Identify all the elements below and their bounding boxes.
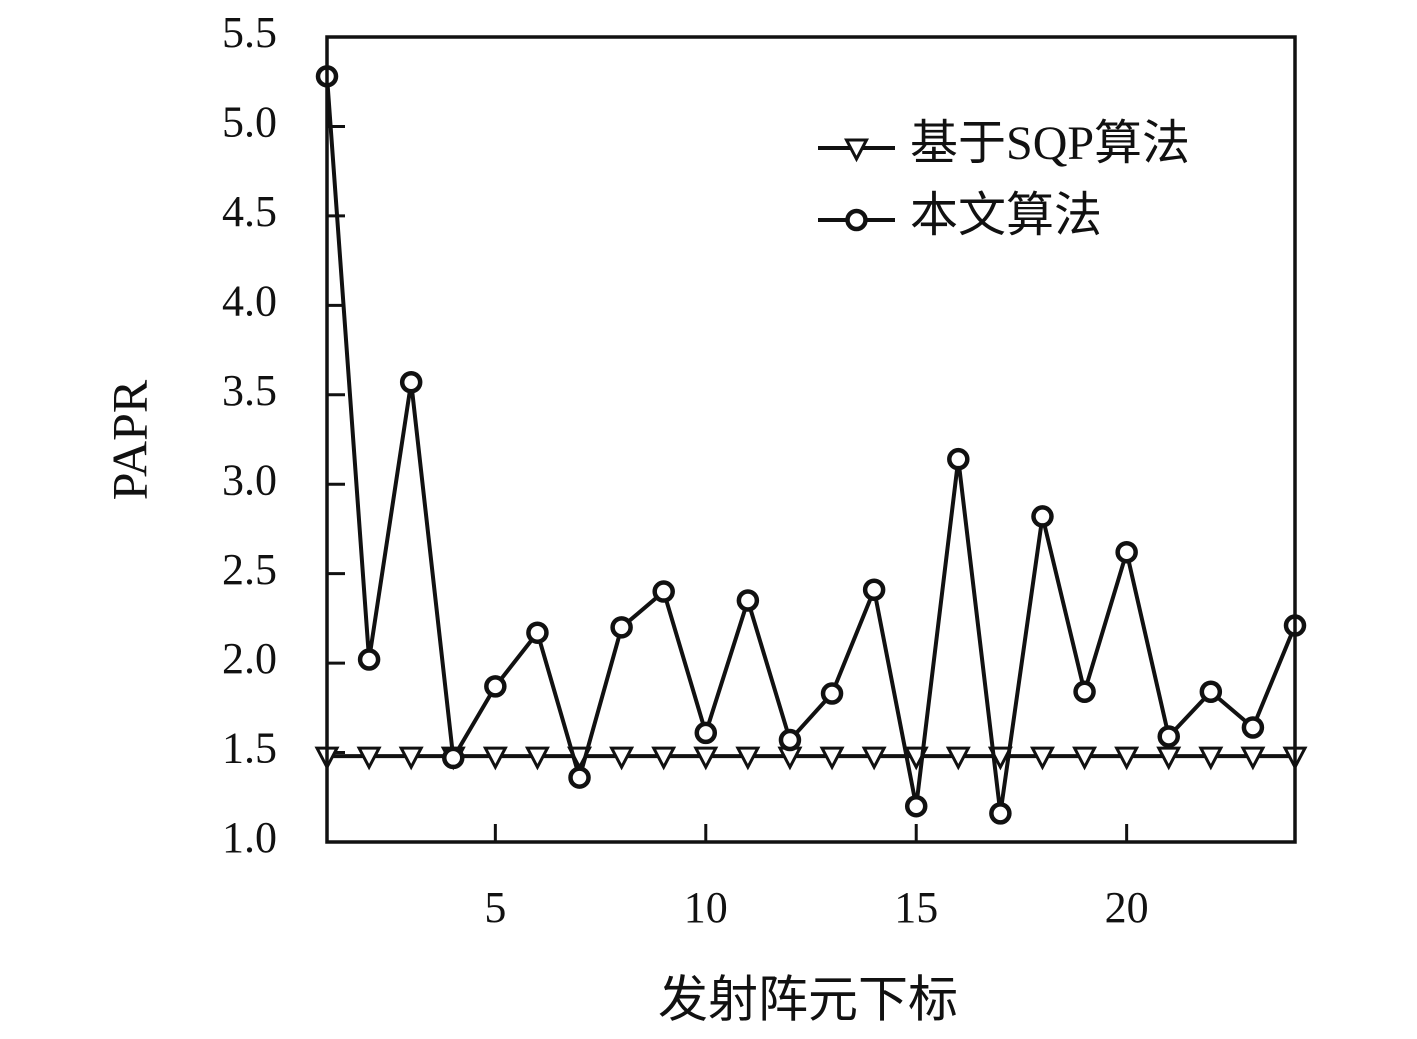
- data-point: [399, 371, 423, 394]
- data-point: [398, 746, 424, 771]
- data-point: [819, 746, 845, 771]
- data-point: [524, 746, 550, 771]
- x-axis-label: 发射阵元下标: [658, 971, 958, 1027]
- x-tick-label: 15: [894, 883, 938, 932]
- data-point: [693, 746, 719, 771]
- data-point: [651, 746, 677, 771]
- data-point: [1031, 505, 1054, 528]
- data-point: [652, 580, 675, 603]
- legend-label: 本文算法: [910, 189, 1102, 242]
- legend-marker: [844, 138, 869, 163]
- data-point: [1072, 746, 1098, 771]
- data-point: [945, 746, 971, 771]
- data-point: [1114, 746, 1140, 771]
- data-point: [1156, 746, 1182, 771]
- data-point: [694, 721, 718, 745]
- x-tick-label: 10: [684, 883, 728, 932]
- x-tick-label: 20: [1105, 883, 1149, 932]
- data-point: [1073, 680, 1096, 703]
- data-point: [862, 578, 886, 602]
- data-point: [861, 746, 887, 771]
- data-point: [1240, 746, 1266, 771]
- y-tick-label: 4.0: [222, 276, 277, 325]
- data-point: [736, 589, 760, 612]
- y-tick-label: 1.5: [222, 724, 277, 773]
- data-point: [568, 766, 591, 789]
- data-point: [1241, 716, 1265, 739]
- y-tick-label: 3.5: [222, 366, 277, 415]
- data-point: [442, 746, 465, 770]
- data-point: [357, 648, 381, 671]
- data-point: [1199, 680, 1223, 703]
- data-point: [989, 802, 1012, 825]
- series-line: [325, 76, 1297, 816]
- data-point: [610, 616, 633, 639]
- data-point: [904, 794, 928, 818]
- data-point: [482, 746, 508, 771]
- y-axis-label: PAPR: [101, 379, 157, 500]
- data-point: [356, 746, 382, 771]
- data-point: [778, 728, 802, 752]
- data-point: [1029, 746, 1055, 771]
- y-tick-label: 3.0: [222, 455, 277, 504]
- data-point: [820, 682, 844, 705]
- y-tick-label: 4.5: [222, 187, 277, 236]
- plot-frame: [325, 35, 1297, 844]
- y-tick-label: 1.0: [222, 813, 277, 862]
- y-tick-label: 5.0: [222, 98, 277, 147]
- x-tick-label: 5: [484, 883, 506, 932]
- data-point: [947, 447, 970, 471]
- data-point: [484, 675, 507, 698]
- data-point: [1115, 540, 1138, 564]
- y-tick-label: 2.0: [222, 634, 277, 683]
- data-point: [1157, 725, 1180, 748]
- data-point: [609, 746, 635, 771]
- y-tick-label: 2.5: [222, 545, 277, 594]
- y-tick-label: 5.5: [222, 8, 277, 57]
- legend-marker: [845, 208, 868, 232]
- legend-label: 基于SQP算法: [910, 117, 1190, 170]
- data-point: [735, 746, 761, 771]
- data-point: [1198, 746, 1224, 771]
- data-point: [526, 621, 549, 644]
